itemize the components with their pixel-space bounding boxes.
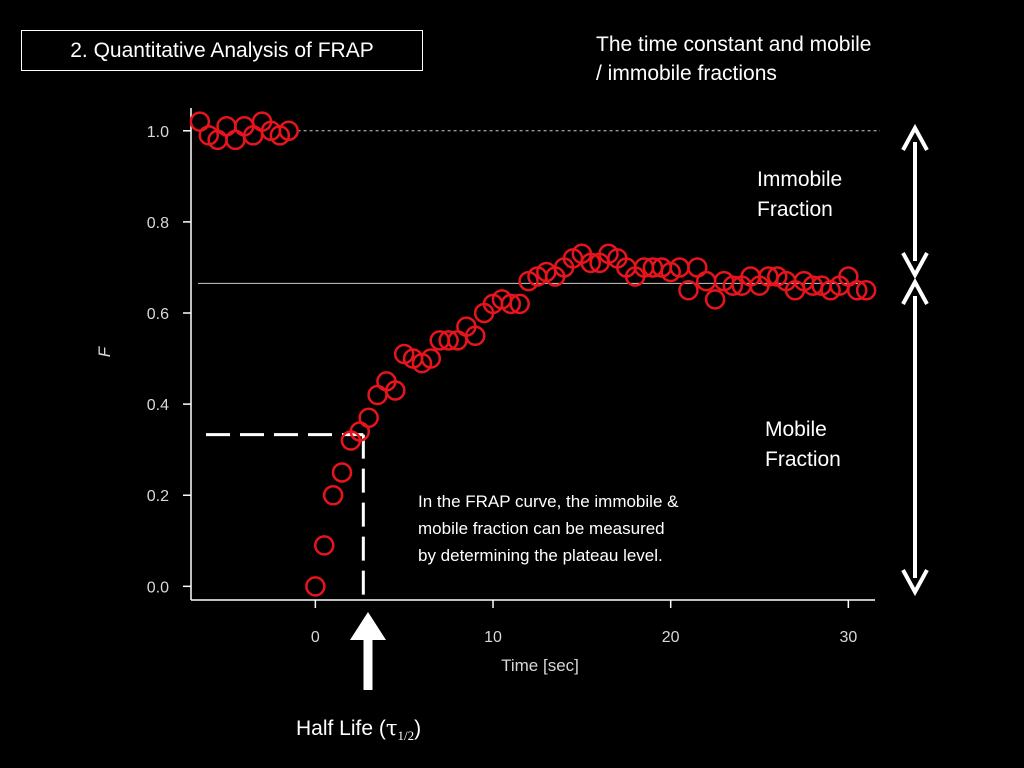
data-point xyxy=(322,484,344,506)
data-point xyxy=(313,535,335,556)
annotation-arrows xyxy=(350,123,929,690)
immobile-fraction-label: Immobile Fraction xyxy=(757,165,842,225)
slide-title: 2. Quantitative Analysis of FRAP xyxy=(21,30,423,71)
y-tick-label: 0.8 xyxy=(147,215,169,232)
top-note: The time constant and mobile / immobile … xyxy=(596,30,1016,88)
mobile-range-arrow xyxy=(901,277,929,597)
half-life-pointer-arrow xyxy=(350,612,386,690)
mobile-fraction-label: Mobile Fraction xyxy=(765,415,841,475)
y-tick-label: 0.4 xyxy=(147,397,169,414)
top-note-line-2: / immobile fractions xyxy=(596,62,777,85)
half-life-prefix: Half Life ( xyxy=(296,717,386,740)
x-axis-label: Time [sec] xyxy=(501,656,579,675)
immobile-line-1: Immobile xyxy=(757,168,843,191)
y-axis-label: F xyxy=(95,345,114,357)
plateau-explanation: In the FRAP curve, the immobile & mobile… xyxy=(418,488,798,569)
explanation-line-1: In the FRAP curve, the immobile & xyxy=(418,492,679,511)
data-point xyxy=(358,407,379,429)
y-tick-label: 0.6 xyxy=(147,306,169,323)
tau-subscript: 1/2 xyxy=(397,728,415,744)
data-point xyxy=(580,252,601,274)
data-point xyxy=(509,293,530,315)
data-point xyxy=(278,120,299,142)
half-life-pointer-head xyxy=(350,612,386,640)
data-point xyxy=(438,330,459,351)
data-point xyxy=(704,289,726,310)
data-point xyxy=(420,348,442,369)
immobile-range-arrow-head-up xyxy=(901,123,929,151)
immobile-range-arrow-head-down xyxy=(901,252,929,280)
immobile-range-arrow xyxy=(901,123,929,280)
data-point xyxy=(331,462,353,483)
y-tick-label: 1.0 xyxy=(147,124,169,141)
y-tick-label: 0.0 xyxy=(147,579,169,596)
data-point xyxy=(855,279,877,301)
chart-axes xyxy=(183,108,875,608)
mobile-line-1: Mobile xyxy=(765,418,827,441)
data-point xyxy=(678,279,699,301)
x-tick-label: 0 xyxy=(311,629,320,646)
data-point xyxy=(500,293,522,315)
mobile-line-2: Fraction xyxy=(765,448,841,471)
mobile-range-arrow-head-down xyxy=(901,569,929,597)
data-point xyxy=(722,275,744,296)
half-life-suffix: ) xyxy=(414,717,422,740)
mobile-range-arrow-head-up xyxy=(901,277,929,305)
data-series xyxy=(189,111,877,597)
tau-symbol: τ xyxy=(385,716,398,740)
explanation-line-2: mobile fraction can be measured xyxy=(418,519,665,538)
tick-labels: 0.0 0.2 0.4 0.6 0.8 1.0 0 10 20 30 xyxy=(147,124,858,646)
immobile-line-2: Fraction xyxy=(757,198,833,221)
explanation-line-3: by determining the plateau level. xyxy=(418,546,663,565)
data-point xyxy=(465,325,486,347)
x-tick-label: 10 xyxy=(484,629,502,646)
top-note-line-1: The time constant and mobile xyxy=(596,33,872,56)
x-tick-label: 20 xyxy=(662,629,680,646)
data-point xyxy=(305,576,326,597)
y-tick-label: 0.2 xyxy=(147,488,169,505)
data-point xyxy=(695,270,717,292)
half-life-label: Half Life (τ1/2) xyxy=(296,716,421,744)
reference-lines xyxy=(198,130,880,596)
data-point xyxy=(846,279,868,301)
x-tick-label: 30 xyxy=(839,629,857,646)
data-point xyxy=(385,380,406,401)
